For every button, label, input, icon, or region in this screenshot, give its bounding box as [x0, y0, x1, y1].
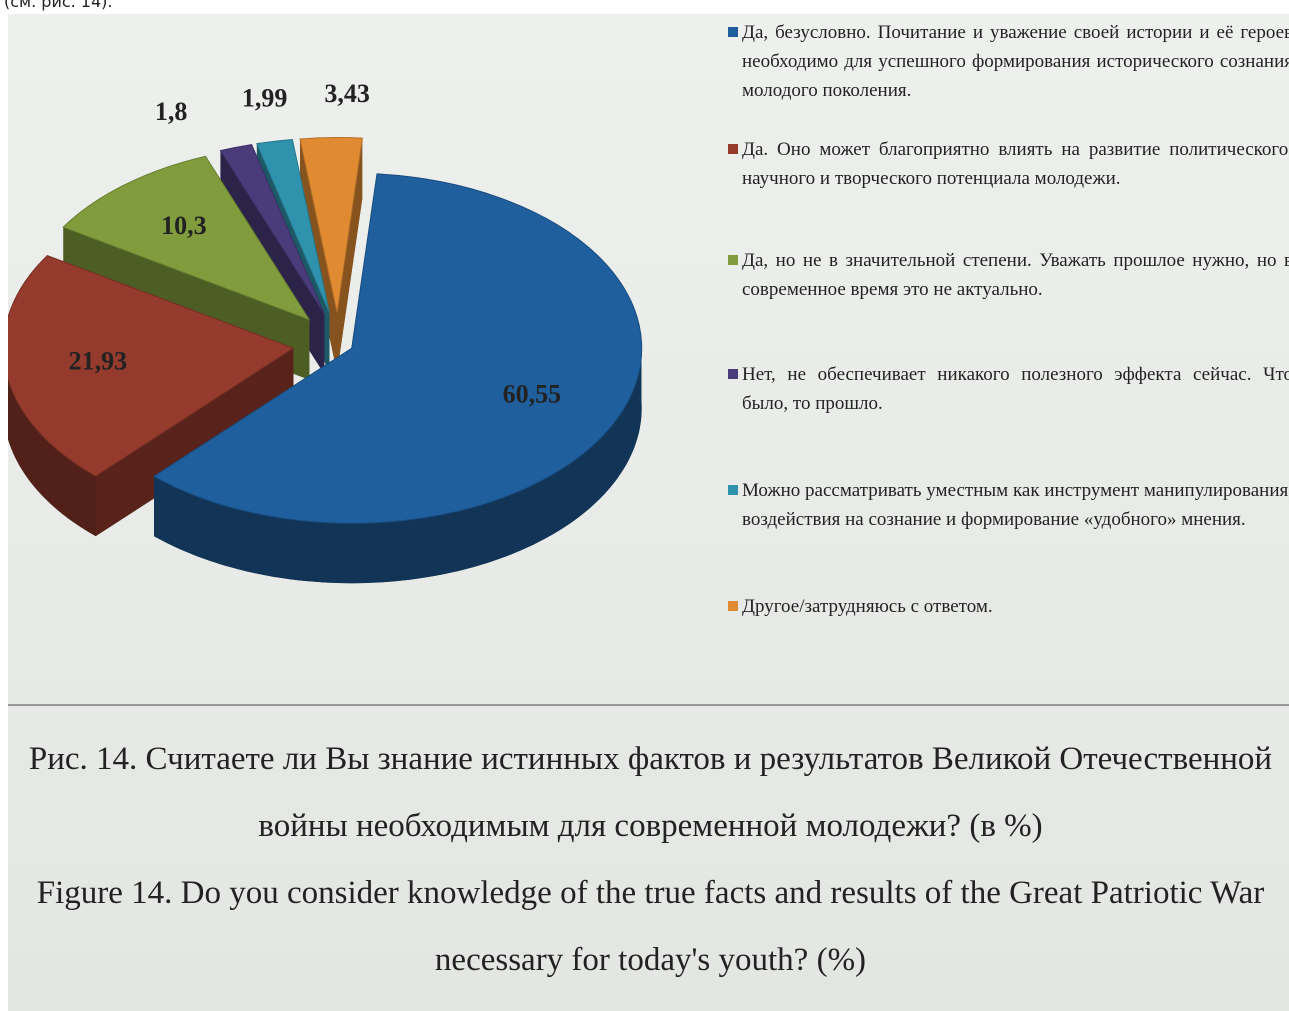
- header-text: (см. рис. 14).: [4, 0, 113, 11]
- legend-item: Да. Оно может благоприятно влиять на раз…: [728, 135, 1289, 193]
- legend-label: Можно рассматривать уместным как инструм…: [742, 480, 1289, 530]
- slice-side: [153, 354, 642, 584]
- slice-side: [337, 138, 363, 373]
- divider: [8, 704, 1289, 706]
- legend-label: Да, но не в значительной степени. Уважат…: [742, 250, 1289, 300]
- caption-ru: Рис. 14. Считаете ли Вы знание истинных …: [28, 741, 1273, 844]
- slice-side: [8, 379, 96, 537]
- legend-swatch: [728, 27, 738, 37]
- caption: Рис. 14. Считаете ли Вы знание истинных …: [28, 726, 1273, 994]
- legend-label: Да, безусловно. Почитание и уважение сво…: [742, 22, 1289, 101]
- data-label: 3,43: [324, 79, 370, 108]
- data-label: 10,3: [161, 211, 207, 240]
- legend-swatch: [728, 485, 738, 495]
- legend-swatch: [728, 601, 738, 611]
- legend-item: Можно рассматривать уместным как инструм…: [728, 476, 1289, 534]
- chart-panel: 60,55 21,93 10,3 1,8 1,99 3,43 Да, безусловно…: [8, 14, 1289, 1011]
- slice: [153, 173, 643, 524]
- slice: [62, 155, 311, 321]
- legend-label: Нет, не обеспечивает никакого полезного …: [742, 364, 1289, 414]
- slice-side: [95, 348, 294, 537]
- legend-item: Да, но не в значительной степени. Уважат…: [728, 246, 1289, 304]
- data-label: 1,8: [155, 97, 188, 126]
- data-label: 21,93: [69, 347, 128, 376]
- chart: 60,55 21,93 10,3 1,8 1,99 3,43: [8, 79, 643, 584]
- legend-item: Нет, не обеспечивает никакого полезного …: [728, 360, 1289, 418]
- slice: [219, 144, 325, 315]
- legend-label: Другое/затрудняюсь с ответом.: [742, 596, 993, 617]
- legend-swatch: [728, 255, 738, 265]
- slice: [256, 138, 330, 314]
- legend-swatch: [728, 369, 738, 379]
- legend-item: Да, безусловно. Почитание и уважение сво…: [728, 18, 1289, 105]
- legend-label: Да. Оно может благоприятно влиять на раз…: [742, 139, 1289, 189]
- slice: [8, 255, 295, 477]
- slice: [299, 137, 363, 313]
- caption-en: Figure 14. Do you consider knowledge of …: [36, 875, 1265, 978]
- data-label: 60,55: [503, 380, 562, 409]
- legend-swatch: [728, 144, 738, 154]
- data-label: 1,99: [242, 83, 288, 112]
- legend-item: Другое/затрудняюсь с ответом.: [728, 592, 1289, 621]
